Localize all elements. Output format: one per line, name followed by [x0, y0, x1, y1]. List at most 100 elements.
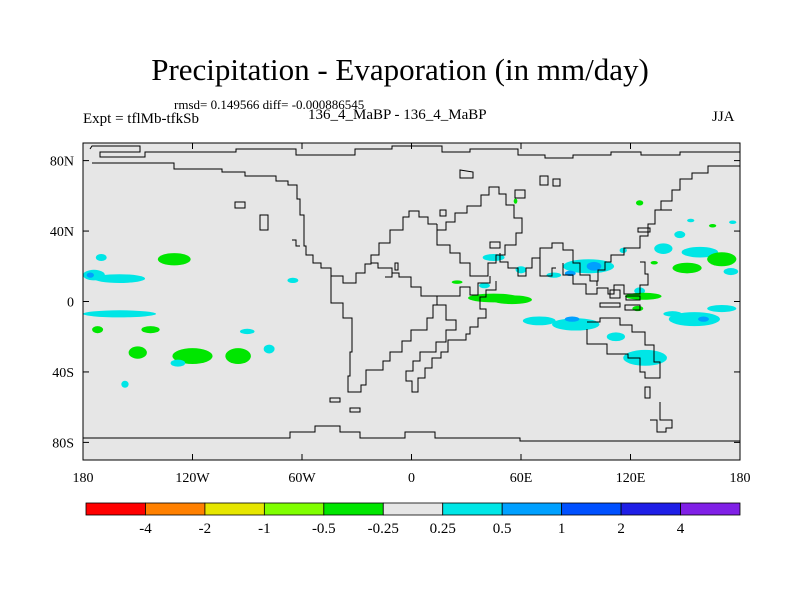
anomaly-patch: [672, 262, 702, 274]
anomaly-patch: [708, 224, 717, 228]
y-tick-label: 0: [67, 296, 74, 311]
experiment-label: Expt = tflMb-tfkSb: [83, 111, 199, 127]
coastline: [644, 386, 651, 399]
coastline: [539, 175, 549, 186]
coastline: [599, 302, 621, 308]
coastline: [637, 227, 651, 233]
colorbar-swatch: [620, 502, 681, 516]
coastline: [514, 189, 526, 199]
coastline: [439, 209, 447, 217]
colorbar-label: 1: [558, 521, 566, 537]
coastline: [405, 281, 497, 393]
anomaly-patch: [687, 218, 695, 223]
x-axis: 180 120W 60W 0 60E 120E 180: [73, 143, 751, 486]
colorbar-swatch: [204, 502, 265, 516]
colorbar-label: -2: [199, 521, 212, 537]
colorbar-label: -0.5: [312, 521, 336, 537]
anomaly-patch: [239, 328, 255, 335]
anomaly-patch: [564, 316, 580, 322]
anomaly-patch: [121, 380, 129, 388]
anomaly-patch: [491, 295, 532, 305]
coastline: [92, 162, 437, 284]
anomaly-layer: [83, 198, 739, 388]
anomaly-patch: [141, 326, 160, 334]
anomaly-patch: [546, 272, 562, 278]
colorbar-swatch: [680, 502, 741, 516]
anomaly-patch: [619, 247, 627, 254]
colorbar-swatch: [145, 502, 206, 516]
anomaly-patch: [723, 268, 739, 276]
anomaly-patch: [451, 280, 463, 284]
coastline: [83, 425, 740, 442]
y-axis: 80N 40N 0 40S 80S: [50, 155, 740, 451]
season-label: JJA: [712, 109, 735, 125]
coastline: [650, 402, 673, 433]
colorbar-label: 0.25: [430, 521, 456, 537]
coastline: [625, 295, 641, 301]
anomaly-patch: [674, 231, 686, 239]
anomaly-patch: [225, 348, 251, 365]
anomaly-patch: [681, 246, 719, 258]
anomaly-patch: [482, 253, 505, 261]
anomaly-patch: [668, 312, 720, 327]
stats-line: rmsd= 0.149566 diff= -0.000886545: [174, 97, 365, 112]
anomaly-patch: [515, 266, 527, 274]
colorbar-label: -4: [139, 521, 152, 537]
colorbar-label: 4: [677, 521, 685, 537]
colorbar-label: 0.5: [493, 521, 512, 537]
coastline: [437, 276, 491, 297]
colorbar: -4 -2 -1 -0.5 -0.25 0.25 0.5 1 2 4: [85, 502, 741, 537]
colorbar-label: -1: [258, 521, 271, 537]
coastline: [436, 186, 523, 277]
anomaly-patch: [172, 348, 213, 365]
colorbar-label: -0.25: [368, 521, 399, 537]
coastline: [499, 165, 740, 282]
coastline: [489, 241, 501, 249]
coastline: [329, 397, 341, 403]
x-tick-label: 180: [73, 471, 94, 486]
coastline: [385, 273, 393, 278]
colorbar-swatch: [561, 502, 622, 516]
anomaly-patch: [729, 220, 737, 225]
plot-title: Precipitation - Evaporation (in mm/day): [151, 52, 649, 87]
coastline: [349, 407, 361, 413]
coastline: [624, 304, 641, 311]
anomaly-patch: [83, 310, 156, 318]
coastline: [459, 169, 474, 179]
colorbar-swatch: [263, 502, 325, 516]
anomaly-patch: [93, 274, 146, 284]
map-background: [83, 143, 740, 460]
y-tick-label: 40S: [52, 366, 74, 381]
anomaly-patch: [287, 277, 299, 284]
x-tick-label: 0: [408, 471, 415, 486]
coastline: [586, 317, 661, 379]
coastline: [552, 178, 561, 187]
anomaly-patch: [650, 260, 658, 265]
x-tick-label: 120W: [175, 471, 210, 486]
anomaly-patch: [635, 200, 644, 206]
colorbar-swatch: [501, 502, 563, 516]
anomaly-patch: [707, 305, 737, 313]
colorbar-swatch: [85, 502, 146, 516]
coastline: [89, 145, 740, 159]
coastline-layer: [83, 145, 740, 442]
anomaly-patch: [654, 243, 673, 254]
coastline: [330, 262, 438, 393]
anomaly-patch: [698, 316, 709, 322]
anomaly-patch: [479, 283, 490, 289]
coastline: [609, 289, 621, 299]
colorbar-swatch: [442, 502, 503, 516]
coastline: [394, 262, 399, 271]
x-tick-label: 180: [730, 471, 751, 486]
anomaly-patch: [157, 253, 191, 266]
y-tick-label: 80S: [52, 436, 74, 451]
anomaly-patch: [92, 326, 104, 334]
anomaly-patch: [552, 318, 600, 331]
x-tick-label: 60W: [288, 471, 316, 486]
anomaly-patch: [606, 332, 626, 342]
anomaly-patch: [263, 344, 275, 354]
anomaly-patch: [170, 359, 186, 367]
case-label: 136_4_MaBP - 136_4_MaBP: [308, 107, 487, 123]
coastline: [292, 239, 300, 247]
